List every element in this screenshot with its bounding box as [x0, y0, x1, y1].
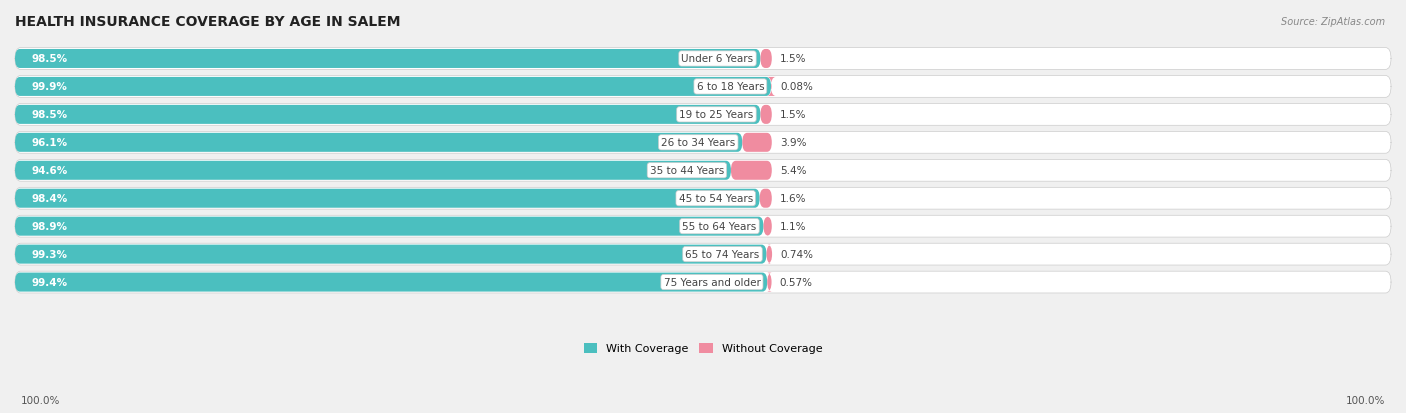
- FancyBboxPatch shape: [15, 78, 770, 97]
- Text: 6 to 18 Years: 6 to 18 Years: [696, 82, 765, 92]
- Text: 100.0%: 100.0%: [21, 395, 60, 405]
- Text: 96.1%: 96.1%: [31, 138, 67, 148]
- FancyBboxPatch shape: [15, 245, 766, 264]
- FancyBboxPatch shape: [15, 188, 1391, 210]
- FancyBboxPatch shape: [15, 216, 1391, 237]
- FancyBboxPatch shape: [731, 161, 772, 180]
- FancyBboxPatch shape: [15, 48, 1391, 70]
- Legend: With Coverage, Without Coverage: With Coverage, Without Coverage: [579, 338, 827, 358]
- Text: 0.74%: 0.74%: [780, 249, 813, 259]
- FancyBboxPatch shape: [15, 133, 742, 152]
- Text: 0.57%: 0.57%: [780, 278, 813, 287]
- FancyBboxPatch shape: [766, 78, 776, 97]
- FancyBboxPatch shape: [15, 161, 731, 180]
- Text: 100.0%: 100.0%: [1346, 395, 1385, 405]
- Text: 19 to 25 Years: 19 to 25 Years: [679, 110, 754, 120]
- Text: 98.4%: 98.4%: [31, 194, 67, 204]
- FancyBboxPatch shape: [761, 50, 772, 69]
- Text: 26 to 34 Years: 26 to 34 Years: [661, 138, 735, 148]
- Text: HEALTH INSURANCE COVERAGE BY AGE IN SALEM: HEALTH INSURANCE COVERAGE BY AGE IN SALE…: [15, 15, 401, 29]
- Text: 1.1%: 1.1%: [780, 222, 807, 232]
- Text: 0.08%: 0.08%: [780, 82, 813, 92]
- Text: 65 to 74 Years: 65 to 74 Years: [685, 249, 759, 259]
- FancyBboxPatch shape: [742, 133, 772, 152]
- FancyBboxPatch shape: [759, 189, 772, 208]
- FancyBboxPatch shape: [15, 160, 1391, 182]
- Text: 75 Years and older: 75 Years and older: [664, 278, 761, 287]
- FancyBboxPatch shape: [15, 244, 1391, 266]
- Text: 1.5%: 1.5%: [780, 55, 807, 64]
- Text: 98.5%: 98.5%: [31, 110, 67, 120]
- FancyBboxPatch shape: [15, 271, 1391, 293]
- FancyBboxPatch shape: [766, 245, 772, 264]
- Text: 55 to 64 Years: 55 to 64 Years: [682, 222, 756, 232]
- FancyBboxPatch shape: [761, 106, 772, 125]
- Text: 99.4%: 99.4%: [31, 278, 67, 287]
- Text: 94.6%: 94.6%: [31, 166, 67, 176]
- FancyBboxPatch shape: [763, 217, 772, 236]
- FancyBboxPatch shape: [15, 132, 1391, 154]
- Text: 45 to 54 Years: 45 to 54 Years: [679, 194, 752, 204]
- Text: 98.9%: 98.9%: [31, 222, 67, 232]
- Text: 98.5%: 98.5%: [31, 55, 67, 64]
- FancyBboxPatch shape: [15, 76, 1391, 98]
- Text: 1.6%: 1.6%: [780, 194, 807, 204]
- FancyBboxPatch shape: [15, 50, 761, 69]
- Text: 5.4%: 5.4%: [780, 166, 807, 176]
- FancyBboxPatch shape: [15, 189, 759, 208]
- Text: 99.3%: 99.3%: [31, 249, 67, 259]
- Text: 1.5%: 1.5%: [780, 110, 807, 120]
- FancyBboxPatch shape: [15, 106, 761, 125]
- FancyBboxPatch shape: [15, 273, 768, 292]
- FancyBboxPatch shape: [15, 217, 763, 236]
- FancyBboxPatch shape: [766, 273, 772, 292]
- Text: Source: ZipAtlas.com: Source: ZipAtlas.com: [1281, 17, 1385, 26]
- Text: 35 to 44 Years: 35 to 44 Years: [650, 166, 724, 176]
- Text: Under 6 Years: Under 6 Years: [682, 55, 754, 64]
- Text: 3.9%: 3.9%: [780, 138, 807, 148]
- Text: 99.9%: 99.9%: [31, 82, 67, 92]
- FancyBboxPatch shape: [15, 104, 1391, 126]
